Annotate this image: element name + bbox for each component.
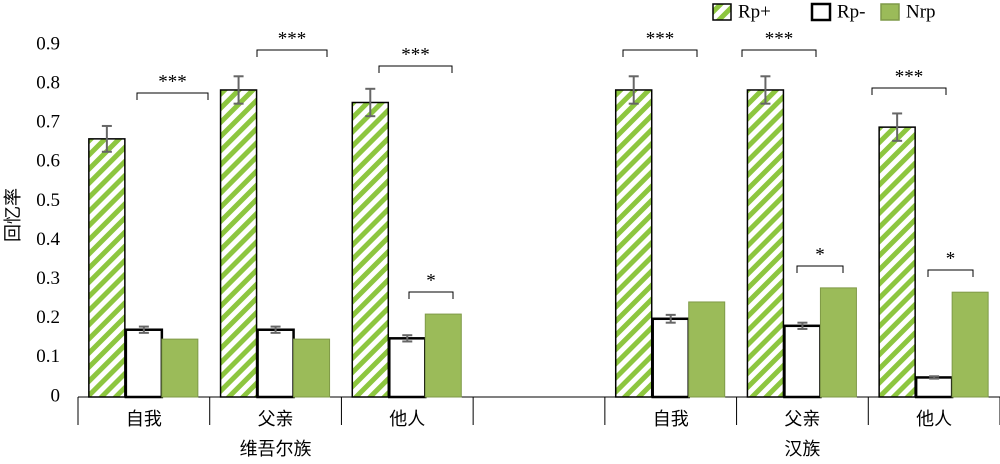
bar <box>293 338 331 398</box>
error-bar <box>665 313 676 324</box>
significance-label: * <box>815 244 825 265</box>
significance-bracket <box>136 92 209 100</box>
significance-label: *** <box>646 28 675 49</box>
error-bar <box>797 321 808 330</box>
significance-bracket <box>741 49 817 57</box>
bar <box>819 287 857 398</box>
bar <box>688 301 726 398</box>
significance-label: *** <box>401 44 430 65</box>
y-tick-label: 0.7 <box>36 112 60 133</box>
bar <box>651 317 690 399</box>
x-tick-label: 父亲 <box>258 409 294 430</box>
bar <box>124 328 164 399</box>
bar <box>88 138 126 398</box>
significance-bracket <box>796 265 844 273</box>
bar <box>351 101 390 398</box>
error-bar <box>760 75 771 105</box>
bar <box>878 126 916 398</box>
legend-label: Rp+ <box>738 1 771 22</box>
significance-label: *** <box>765 28 794 49</box>
legend-swatch <box>712 3 732 21</box>
significance-label: * <box>426 270 436 291</box>
legend-label: Rp- <box>837 1 866 22</box>
bar <box>424 313 462 398</box>
y-tick-label: 0.5 <box>36 190 60 211</box>
significance-label: *** <box>278 28 307 49</box>
y-tick-label: 0.3 <box>36 268 60 289</box>
bar <box>256 328 295 399</box>
y-tick-label: 0 <box>51 385 61 406</box>
significance-label: *** <box>895 66 924 87</box>
error-bar <box>402 334 413 343</box>
significance-bracket <box>408 291 454 299</box>
error-bar <box>233 75 244 105</box>
x-tick-label: 他人 <box>389 409 425 430</box>
significance-label: * <box>946 248 956 269</box>
y-axis-label: 回忆率 <box>3 188 24 242</box>
legend-swatch <box>810 2 832 22</box>
y-tick-label: 0.6 <box>36 151 60 172</box>
x-tick-label: 父亲 <box>784 409 820 430</box>
group-label: 维吾尔族 <box>240 439 312 460</box>
legend-swatch <box>880 3 900 21</box>
significance-bracket <box>622 49 698 57</box>
significance-bracket <box>256 49 328 57</box>
significance-bracket <box>927 269 974 277</box>
error-bar <box>628 75 639 105</box>
legend-label: Nrp <box>906 1 936 22</box>
bar <box>219 89 258 398</box>
error-bar <box>101 124 112 153</box>
y-tick-label: 0.9 <box>36 33 60 54</box>
bar <box>161 338 199 398</box>
significance-bracket <box>378 65 453 73</box>
error-bar <box>365 87 376 118</box>
error-bar <box>929 375 940 380</box>
error-bar <box>138 325 149 334</box>
y-tick-label: 0.4 <box>36 229 60 250</box>
bar <box>388 337 427 399</box>
bar <box>951 291 989 398</box>
significance-label: *** <box>158 71 187 92</box>
y-tick-label: 0.8 <box>36 72 60 93</box>
error-bar <box>270 325 281 334</box>
x-tick-label: 他人 <box>916 409 952 430</box>
bar <box>746 89 785 398</box>
significance-bracket <box>871 87 947 95</box>
x-tick-label: 自我 <box>653 409 689 430</box>
y-tick-label: 0.1 <box>36 346 60 367</box>
bar <box>914 376 954 399</box>
group-label: 汉族 <box>784 439 820 460</box>
error-bar <box>892 112 903 142</box>
y-tick-label: 0.2 <box>36 307 60 328</box>
bar <box>783 324 822 399</box>
x-tick-label: 自我 <box>126 409 162 430</box>
bar <box>614 89 653 398</box>
